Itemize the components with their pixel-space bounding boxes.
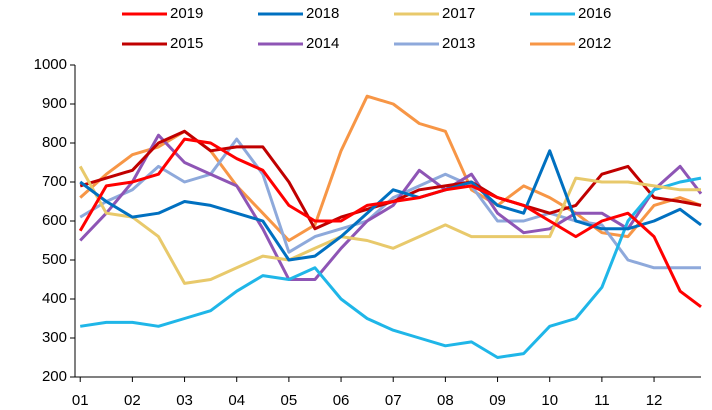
x-tick-label: 11 (594, 392, 610, 409)
x-tick-label: 05 (281, 392, 298, 409)
y-tick-label: 300 (42, 329, 67, 346)
y-tick-label: 500 (42, 251, 67, 268)
x-tick-label: 12 (646, 392, 663, 409)
y-tick-label: 400 (42, 290, 67, 307)
x-tick-label: 02 (124, 392, 141, 409)
x-tick-label: 07 (385, 392, 402, 409)
x-tick-label: 06 (333, 392, 350, 409)
x-tick-label: 08 (437, 392, 454, 409)
legend-label: 2015 (170, 35, 203, 52)
y-tick-label: 1000 (34, 56, 67, 73)
legend-label: 2017 (442, 5, 475, 22)
series-line (79, 176, 702, 359)
series-line (79, 133, 703, 281)
legend-label: 2019 (170, 5, 203, 22)
x-tick-label: 04 (228, 392, 245, 409)
series-line (79, 129, 702, 231)
y-tick-label: 900 (42, 95, 67, 112)
legend-label: 2018 (306, 5, 339, 22)
x-tick-label: 01 (72, 392, 89, 409)
series-line (78, 137, 702, 309)
series-line (79, 149, 702, 262)
y-tick-label: 600 (42, 212, 67, 229)
series-line (78, 165, 701, 285)
legend-label: 2013 (442, 35, 475, 52)
x-tick-label: 03 (176, 392, 193, 409)
series-line (79, 137, 701, 270)
legend-label: 2012 (578, 35, 611, 52)
legend-label: 2014 (306, 35, 339, 52)
y-tick-label: 700 (42, 173, 67, 190)
x-tick-label: 10 (541, 392, 558, 409)
legend-label: 2016 (578, 5, 611, 22)
y-tick-label: 800 (42, 134, 67, 151)
x-tick-label: 09 (489, 392, 506, 409)
y-tick-label: 200 (42, 368, 67, 385)
